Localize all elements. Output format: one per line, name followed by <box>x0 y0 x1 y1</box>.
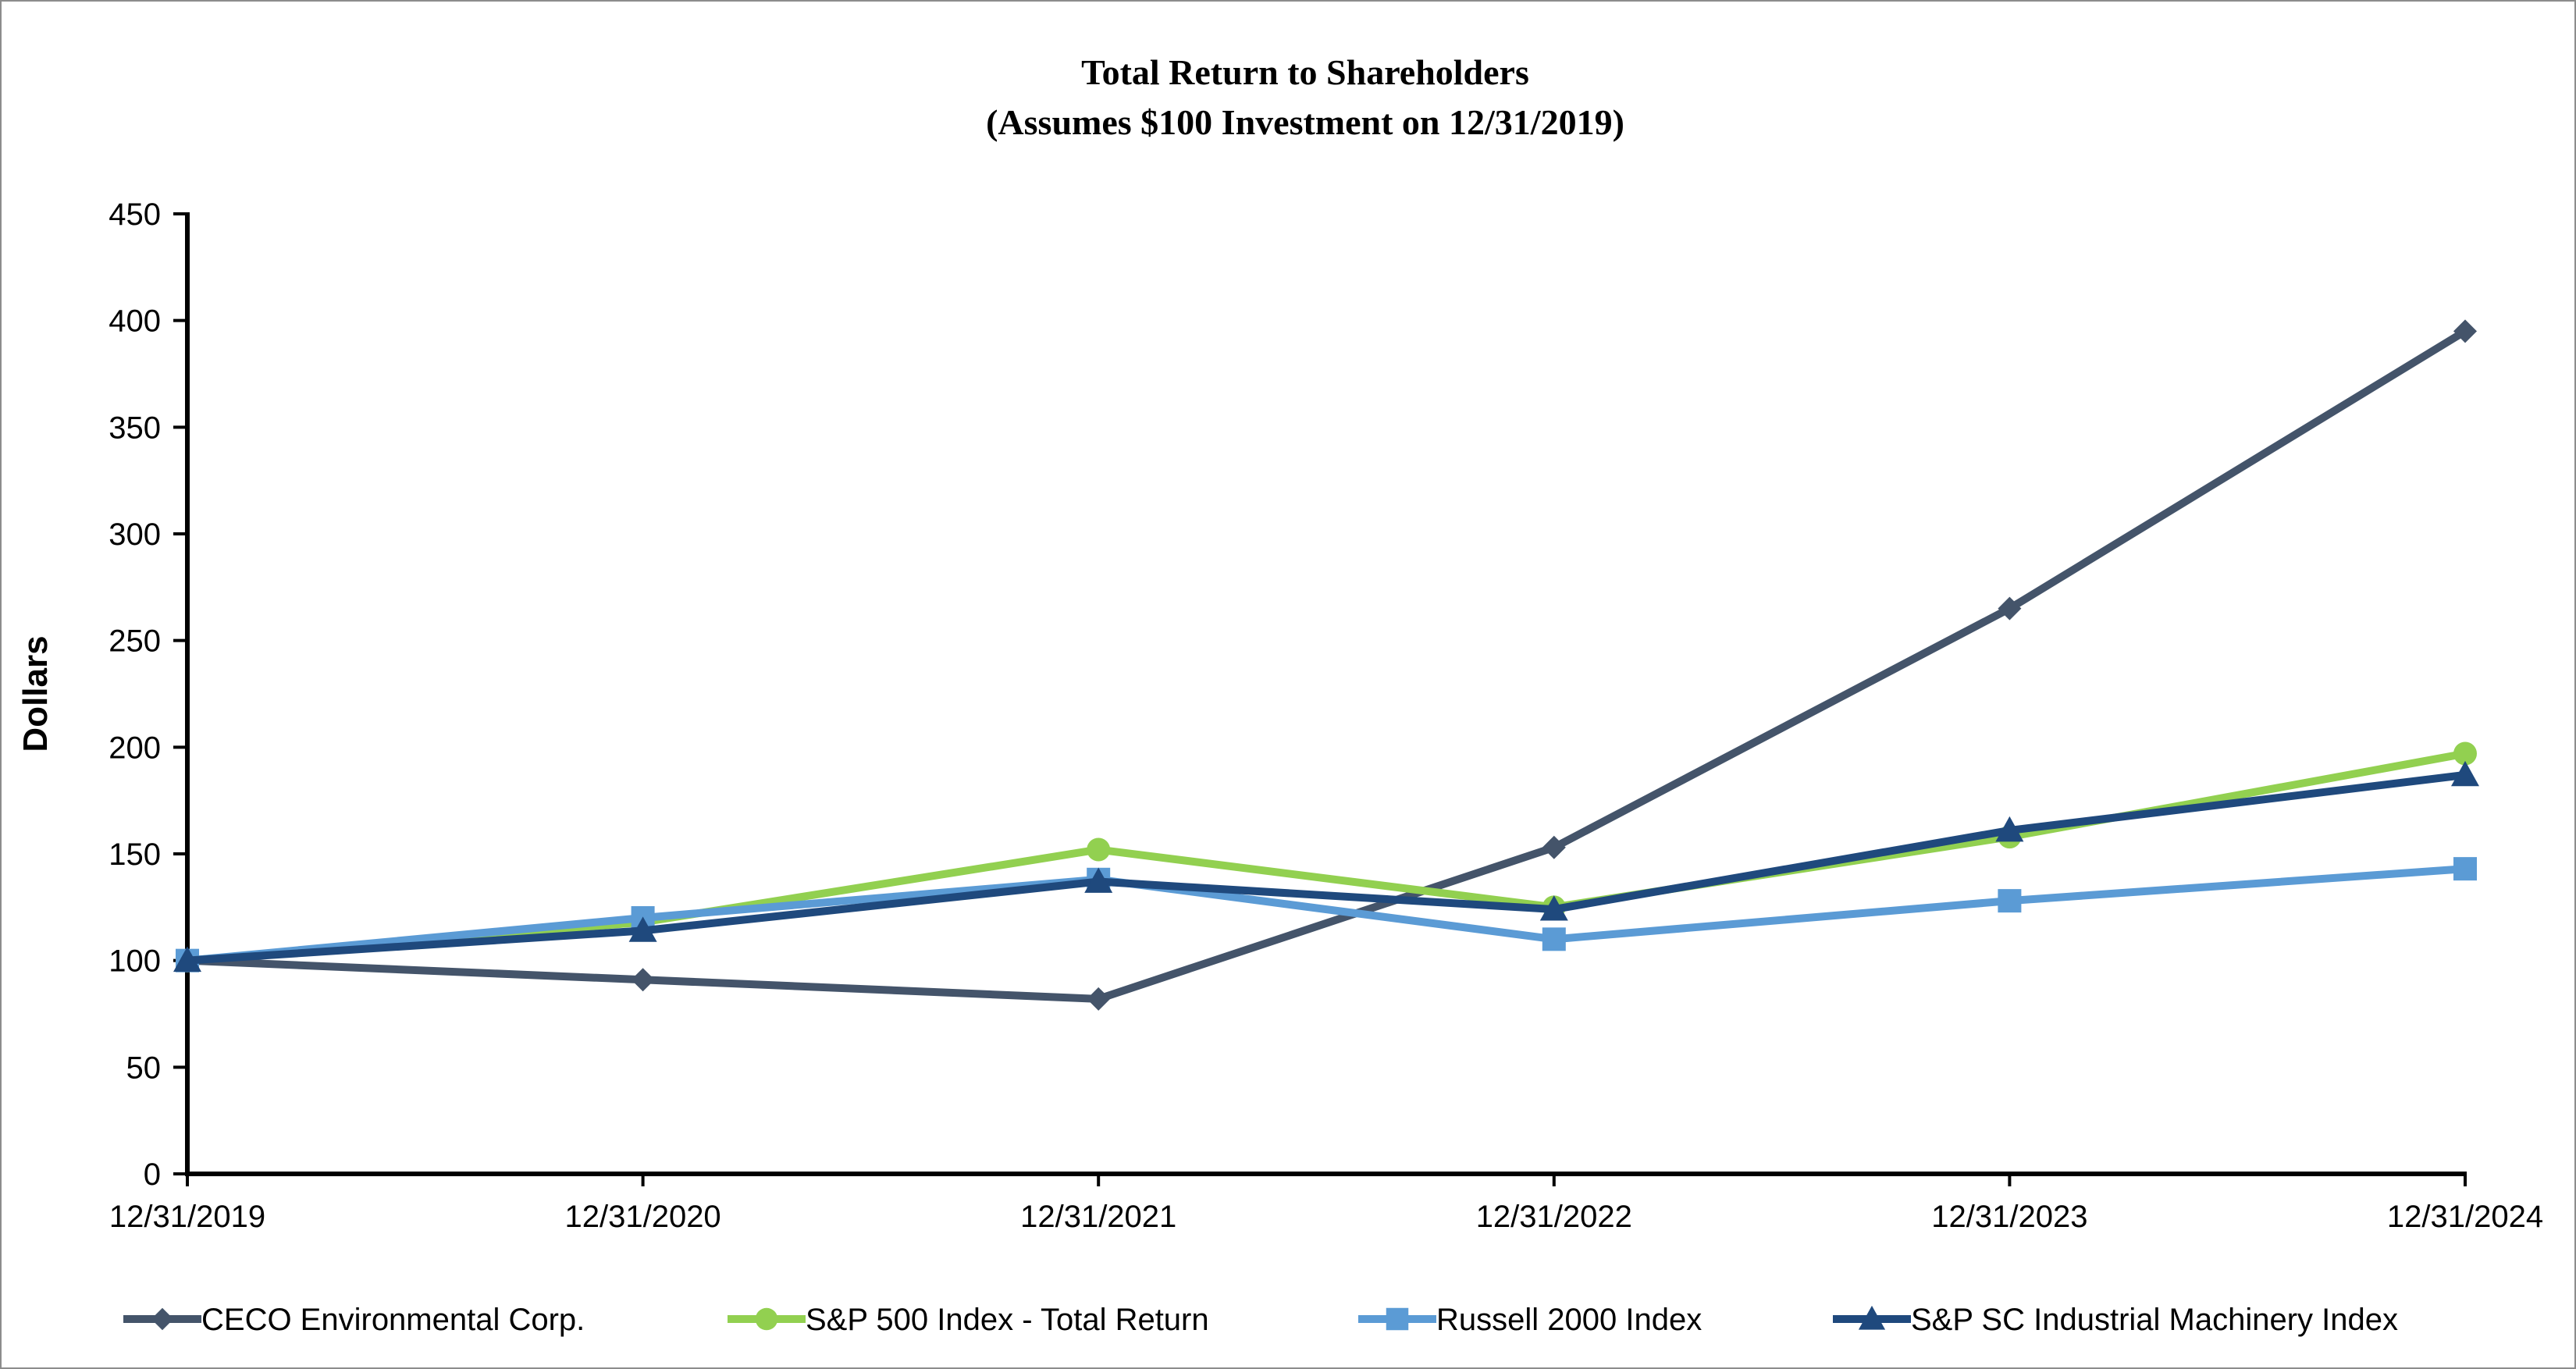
series-3 <box>173 760 2479 973</box>
legend-label: Russell 2000 Index <box>1436 1303 1702 1337</box>
y-tick-label: 300 <box>109 517 161 552</box>
y-tick-label: 250 <box>109 624 161 659</box>
y-tick-label: 350 <box>109 411 161 445</box>
data-point-triangle <box>1995 816 2024 842</box>
y-tick-label: 200 <box>109 731 161 765</box>
data-point-square <box>2453 857 2477 881</box>
legend-label: CECO Environmental Corp. <box>201 1303 585 1337</box>
x-tick-label: 12/31/2022 <box>1476 1200 1632 1234</box>
data-point-square <box>1542 927 1566 951</box>
data-point-circle <box>755 1307 778 1331</box>
series-line <box>187 770 2466 965</box>
y-tick-label: 450 <box>109 197 161 232</box>
data-point-diamond <box>1998 596 2022 620</box>
y-tick-label: 150 <box>109 837 161 872</box>
data-point-diamond <box>1542 835 1566 859</box>
data-point-diamond <box>1087 987 1111 1011</box>
data-point-circle <box>2453 741 2477 766</box>
series-line <box>187 328 2467 1003</box>
y-tick-label: 400 <box>109 304 161 339</box>
data-point-diamond <box>2453 319 2477 343</box>
y-tick-label: 0 <box>144 1157 161 1192</box>
x-tick-label: 12/31/2020 <box>564 1200 720 1234</box>
data-point-circle <box>1087 837 1111 862</box>
data-point-triangle <box>1539 895 1568 921</box>
chart-title: Total Return to Shareholders <box>1081 52 1529 92</box>
x-tick-label: 12/31/2023 <box>1931 1200 2087 1234</box>
legend-label: S&P 500 Index - Total Return <box>806 1303 1209 1337</box>
x-tick-label: 12/31/2021 <box>1020 1200 1176 1234</box>
legend-label: S&P SC Industrial Machinery Index <box>1911 1303 2398 1337</box>
data-point-triangle <box>1858 1305 1886 1330</box>
legend-item: Russell 2000 Index <box>1358 1303 1702 1337</box>
legend-item: S&P SC Industrial Machinery Index <box>1833 1303 2398 1337</box>
x-tick-label: 12/31/2019 <box>109 1200 265 1234</box>
data-point-square <box>1998 889 2022 913</box>
axes <box>173 212 2467 1186</box>
series-lines <box>173 319 2479 1011</box>
series-2 <box>176 857 2477 973</box>
legend: CECO Environmental Corp. S&P 500 Index - … <box>123 1303 2398 1337</box>
x-tick-label: 12/31/2024 <box>2387 1200 2543 1234</box>
legend-item: S&P 500 Index - Total Return <box>728 1303 1209 1337</box>
data-point-triangle <box>1084 867 1113 893</box>
y-tick-label: 50 <box>126 1051 162 1085</box>
data-point-triangle <box>173 946 201 973</box>
tick-labels: 0 50 100 150 200 250 300 350 400 450 12/31/2019 12/… <box>109 197 2543 1234</box>
legend-item: CECO Environmental Corp. <box>123 1303 585 1337</box>
data-point-triangle <box>628 916 657 942</box>
chart-subtitle: (Assumes $100 Investment on 12/31/2019) <box>986 102 1624 142</box>
y-tick-label: 100 <box>109 944 161 979</box>
data-point-square <box>1386 1307 1409 1331</box>
data-point-diamond <box>631 968 655 992</box>
series-line <box>187 865 2466 965</box>
y-axis-label: Dollars <box>16 635 55 752</box>
data-point-diamond <box>151 1307 174 1331</box>
data-point-triangle <box>2451 760 2479 787</box>
